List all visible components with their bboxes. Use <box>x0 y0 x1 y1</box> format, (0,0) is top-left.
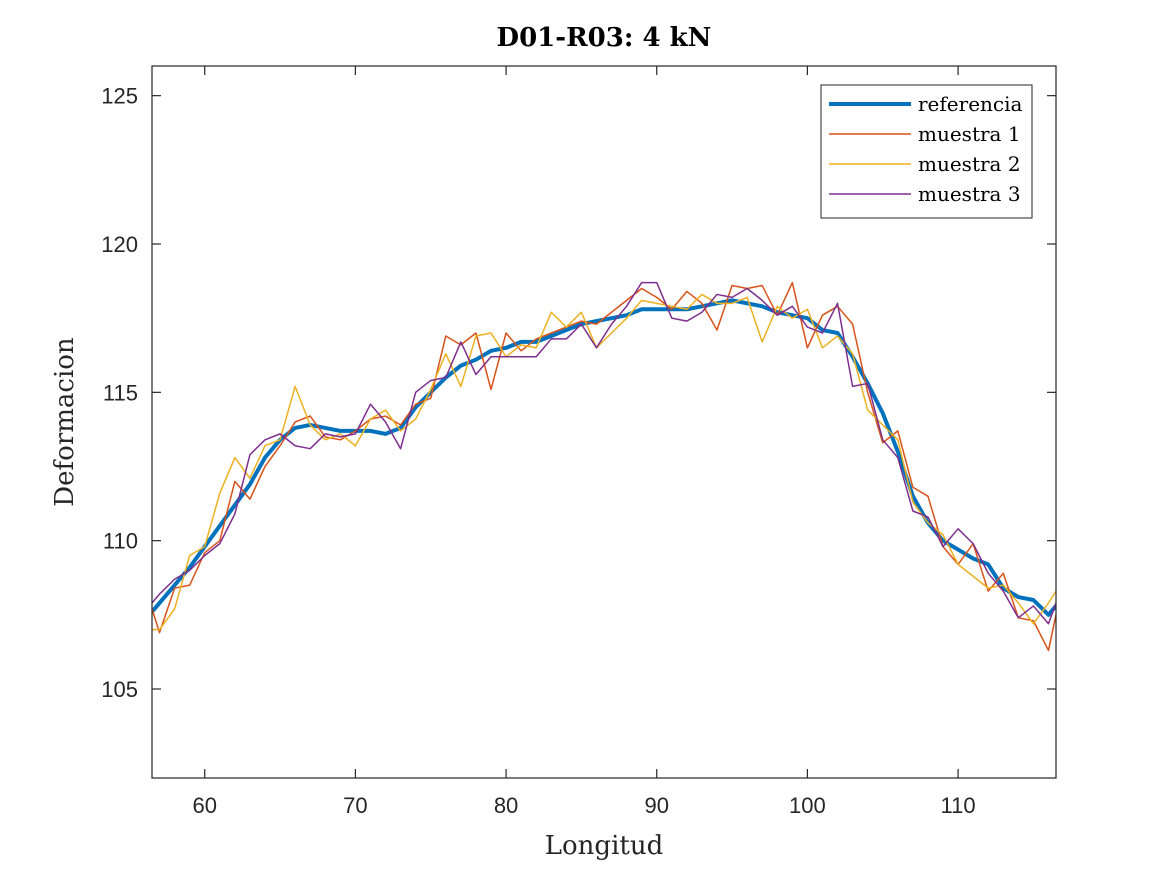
series-line-1 <box>152 298 1056 617</box>
series-line-3 <box>152 293 1056 631</box>
x-tick-label: 80 <box>494 793 518 818</box>
x-tick-label: 70 <box>343 793 367 818</box>
y-axis-label: Deformacion <box>50 337 80 507</box>
y-tick-label: 115 <box>103 380 138 405</box>
x-tick-label: 110 <box>941 793 976 818</box>
chart-title: D01-R03: 4 kN <box>497 23 712 53</box>
y-tick-label: 125 <box>101 84 138 109</box>
series-line-2 <box>152 281 1056 652</box>
legend: referencia muestra 1 muestra 2 muestra 3 <box>820 84 1033 219</box>
y-tick-label: 105 <box>101 677 138 702</box>
legend-label-3: muestra 2 <box>918 152 1021 176</box>
legend-label-4: muestra 3 <box>918 182 1021 206</box>
plot-frame <box>151 65 1057 779</box>
x-tick-label: 60 <box>192 793 216 818</box>
x-tick-label: 90 <box>644 793 668 818</box>
y-tick-label: 120 <box>101 232 138 257</box>
axis-ticks: 60 70 80 90 100 110 105 110 115 120 125 <box>101 66 1056 818</box>
legend-label-2: muestra 1 <box>918 122 1021 146</box>
x-tick-label: 100 <box>789 793 826 818</box>
x-axis-label: Longitud <box>545 831 663 861</box>
legend-label-1: referencia <box>918 92 1023 116</box>
legend-box <box>820 84 1033 219</box>
y-tick-label: 110 <box>103 529 138 554</box>
series-line-4 <box>152 281 1056 625</box>
series-layer <box>152 281 1056 652</box>
